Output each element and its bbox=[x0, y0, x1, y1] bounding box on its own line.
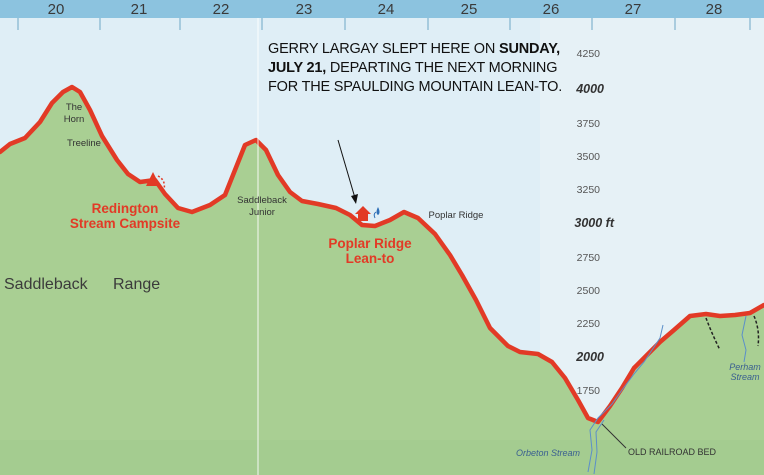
elev-2500: 2500 bbox=[577, 285, 601, 297]
the-horn-label-1: The bbox=[66, 102, 82, 113]
mile-header bbox=[0, 0, 764, 18]
terrain-shade bbox=[0, 440, 764, 475]
elev-4000: 4000 bbox=[575, 82, 604, 96]
trail-junction-dashes bbox=[705, 315, 760, 351]
elev-4250: 4250 bbox=[577, 48, 601, 60]
the-horn-label-2: Horn bbox=[64, 114, 85, 125]
treeline-label: Treeline bbox=[67, 138, 101, 149]
mile-25: 25 bbox=[461, 1, 478, 18]
redington-campsite-label-1: Redington bbox=[92, 201, 159, 216]
saddleback-junior-label-1: Saddleback bbox=[237, 195, 287, 206]
callout-text-3: DEPARTING THE NEXT MORNING FOR THE SPAUL… bbox=[268, 60, 563, 95]
elev-3750: 3750 bbox=[577, 118, 601, 130]
elev-2000: 2000 bbox=[575, 350, 604, 364]
mile-23: 23 bbox=[296, 1, 313, 18]
old-railroad-bed-label: OLD RAILROAD BED bbox=[628, 447, 717, 457]
callout-arrow bbox=[337, 139, 358, 204]
lean-to-shelter-icon bbox=[355, 206, 371, 221]
terrain-fill bbox=[0, 87, 764, 475]
range-label-word1: Saddleback bbox=[4, 276, 89, 293]
elev-3500: 3500 bbox=[577, 151, 601, 163]
mile-24: 24 bbox=[378, 1, 395, 18]
poplar-lean-to-label-2: Lean-to bbox=[346, 251, 395, 266]
railroad-leader-line bbox=[601, 423, 627, 449]
mile-ticks bbox=[17, 18, 751, 30]
range-label-word2: Range bbox=[113, 276, 160, 293]
callout-annotation: GERRY LARGAY SLEPT HERE ON SUNDAY, JULY … bbox=[268, 40, 568, 97]
elev-1750: 1750 bbox=[577, 385, 601, 397]
mile-22: 22 bbox=[213, 1, 230, 18]
saddleback-junior-label-2: Junior bbox=[249, 207, 275, 218]
poplar-ridge-label: Poplar Ridge bbox=[429, 210, 484, 221]
elev-2250: 2250 bbox=[577, 318, 601, 330]
mile-26: 26 bbox=[543, 1, 560, 18]
mile-27: 27 bbox=[625, 1, 642, 18]
mile-28: 28 bbox=[706, 1, 723, 18]
elev-2750: 2750 bbox=[577, 252, 601, 264]
trail-profile-line bbox=[0, 84, 764, 425]
elev-3000: 3000 ft bbox=[574, 216, 614, 230]
redington-campsite-label-2: Stream Campsite bbox=[70, 216, 181, 231]
perham-stream-label-1: Perham bbox=[729, 362, 761, 372]
water-source-icon bbox=[373, 207, 380, 219]
callout-text-date: SUNDAY, JULY 21, bbox=[268, 41, 560, 76]
mile-21: 21 bbox=[131, 1, 148, 18]
callout-text-1: GERRY LARGAY SLEPT HERE ON bbox=[268, 41, 496, 57]
mile-20: 20 bbox=[48, 1, 65, 18]
orbeton-stream-line bbox=[587, 324, 664, 475]
orbeton-stream-label: Orbeton Stream bbox=[516, 448, 581, 458]
campsite-tent-icon bbox=[146, 172, 166, 191]
elev-3250: 3250 bbox=[577, 184, 601, 196]
poplar-lean-to-label-1: Poplar Ridge bbox=[328, 236, 412, 251]
perham-stream-label-2: Stream bbox=[730, 372, 760, 382]
perham-stream-line bbox=[741, 315, 747, 363]
